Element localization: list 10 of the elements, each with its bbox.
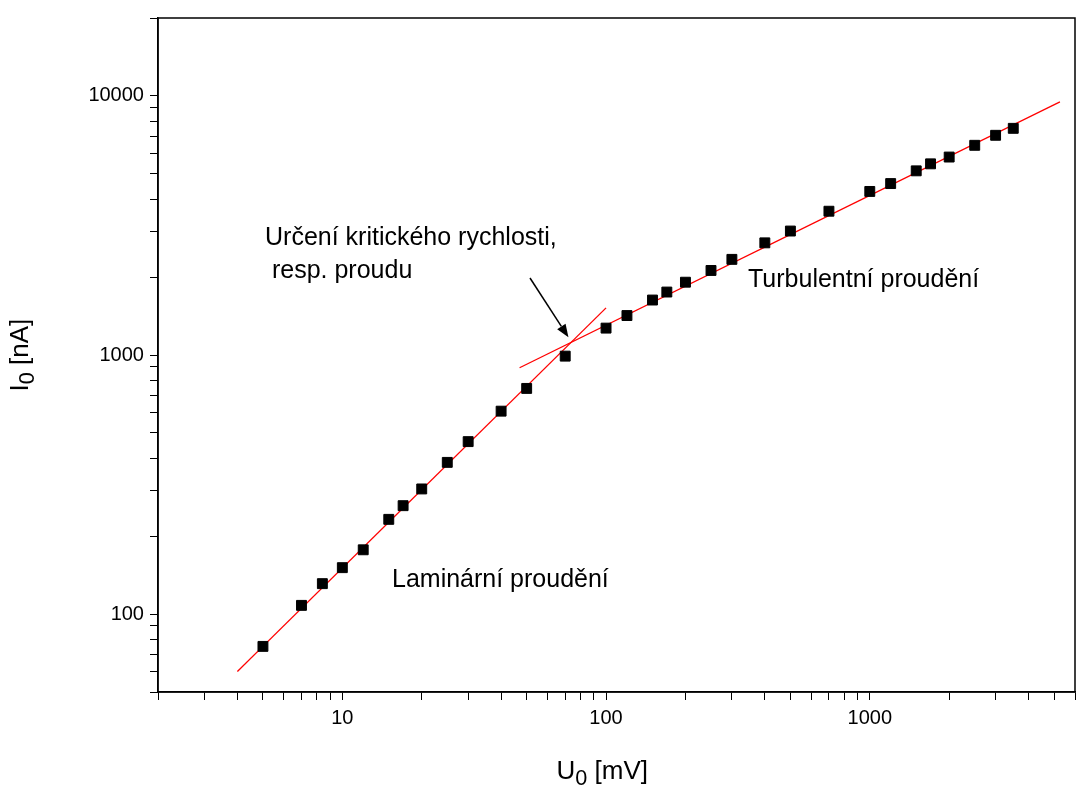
x-tick-label: 10 — [331, 705, 354, 728]
annotation: Turbulentní proudění — [748, 263, 980, 294]
y-tick-label: 10000 — [88, 83, 144, 106]
y-tick-label: 100 — [110, 601, 144, 624]
annotation: Určení kritického rychlosti, resp. proudu — [265, 221, 557, 285]
x-tick-label: 100 — [589, 705, 623, 728]
annotation: Laminární proudění — [392, 563, 609, 594]
x-tick-label: 1000 — [847, 705, 893, 728]
y-tick-label: 1000 — [99, 342, 144, 365]
x-axis-title: U$_{0}$ [mV] — [556, 755, 648, 792]
